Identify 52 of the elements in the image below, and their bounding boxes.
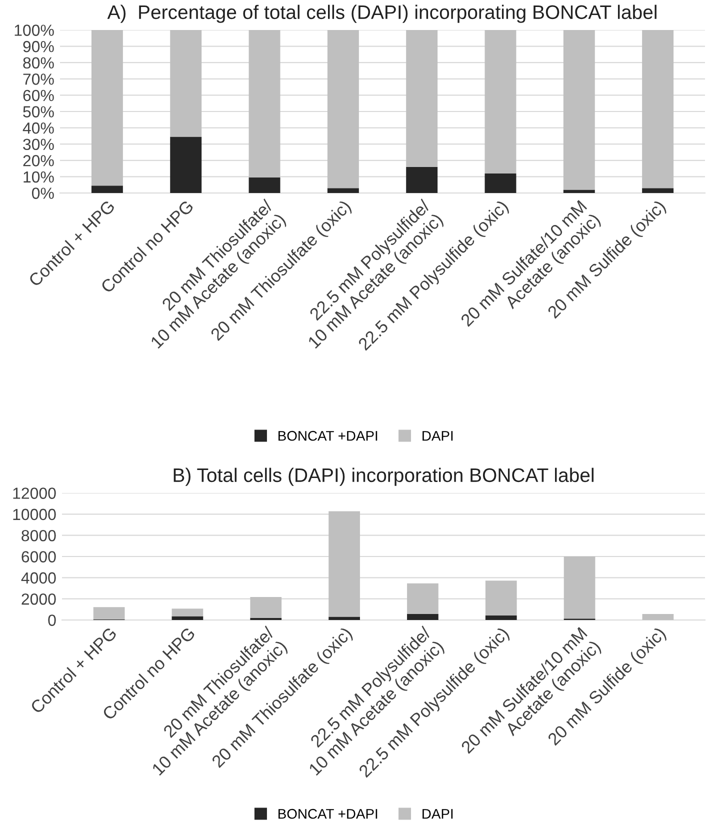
bar [564,556,596,619]
y-tick-label: 80% [23,57,54,69]
bar [327,30,359,188]
bar [642,30,674,188]
y-tick-label: 90% [23,40,54,52]
bar [407,583,438,614]
legend-label: BONCAT +DAPI [278,808,378,819]
y-tick-label: 20% [23,155,54,166]
y-tick-label: 4000 [21,572,56,584]
chart-title: A) Percentage of total cells (DAPI) incorporating BONCAT label [107,4,656,23]
bar [170,30,202,137]
legend-label: BONCAT +DAPI [278,430,378,441]
y-tick-label: 0% [32,188,54,199]
bar [328,511,360,617]
bar [93,607,125,620]
y-tick-label: 10000 [13,508,56,520]
bar [484,30,516,174]
bar [485,580,517,616]
y-tick-label: 70% [23,74,54,85]
y-tick-label: 30% [23,138,54,150]
chart-title: B) Total cells (DAPI) incorporation BONCAT label [174,468,594,486]
y-tick-label: 100% [14,24,54,36]
y-tick-label: 12000 [13,488,56,499]
bar [642,188,674,193]
bar [327,188,359,193]
y-tick-label: 2000 [22,593,56,605]
bar [172,608,204,616]
bar [563,30,595,190]
bar [485,615,517,620]
bar [250,597,282,618]
legend-label: DAPI [422,809,453,819]
bar [91,186,123,193]
bar [406,166,438,193]
legend-label: DAPI [422,431,453,441]
bar [248,30,280,178]
bar [91,30,123,186]
bar [248,178,280,193]
y-tick-label: 40% [22,122,54,134]
bar [170,136,202,193]
bar [407,614,438,620]
bar [328,616,360,620]
bar [406,30,438,167]
y-tick-label: 50% [23,106,54,118]
y-tick-label: 10% [24,171,54,183]
bar [484,173,516,193]
y-tick-label: 6000 [22,551,56,562]
bar [172,616,204,620]
y-tick-label: 0 [48,614,56,626]
bar [642,614,674,620]
y-tick-label: 8000 [22,530,56,542]
y-tick-label: 60% [23,90,54,102]
bar [563,190,595,193]
